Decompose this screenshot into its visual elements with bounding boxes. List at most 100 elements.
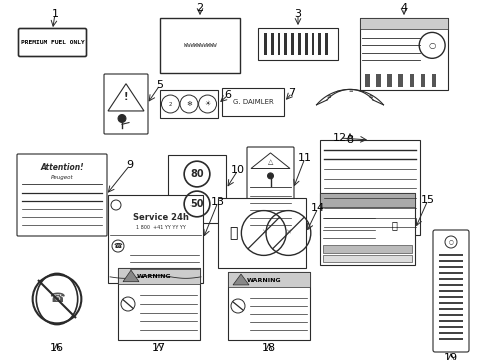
Text: △: △ [267, 159, 273, 165]
Bar [403, 74, 407, 87]
Bar [438, 323, 462, 325]
Bar [227, 272, 309, 340]
Text: ☀: ☀ [204, 101, 210, 107]
Text: G. DAIMLER: G. DAIMLER [232, 99, 273, 105]
Text: 8: 8 [346, 135, 353, 145]
FancyBboxPatch shape [19, 28, 86, 57]
Bar [319, 193, 414, 207]
Text: 17: 17 [152, 343, 166, 353]
Bar [438, 287, 462, 289]
Text: ○: ○ [427, 41, 435, 50]
Text: ☎: ☎ [113, 243, 122, 249]
Text: !: ! [123, 92, 128, 102]
Text: 10: 10 [230, 165, 244, 175]
Bar [381, 74, 386, 87]
Text: 16: 16 [50, 343, 64, 353]
Bar [328, 33, 331, 55]
Bar [386, 74, 391, 87]
Bar [438, 341, 462, 343]
Text: 1 800  +41 YY YY YY: 1 800 +41 YY YY YY [135, 225, 185, 230]
Text: ≡: ≡ [326, 93, 331, 98]
Text: 🕯: 🕯 [229, 226, 238, 240]
Bar [168, 155, 225, 223]
Text: WARNING: WARNING [137, 274, 171, 279]
Bar [307, 33, 310, 55]
Polygon shape [232, 274, 248, 285]
Text: 18: 18 [262, 343, 276, 353]
Bar [438, 320, 462, 323]
Text: 2: 2 [168, 102, 172, 107]
Text: 4: 4 [400, 3, 407, 13]
Bar [270, 33, 273, 55]
Text: ✕: ✕ [285, 230, 291, 236]
Text: 50: 50 [190, 199, 203, 209]
Bar [118, 268, 200, 340]
Text: 12: 12 [332, 133, 346, 143]
Bar [294, 33, 297, 55]
Bar [318, 33, 321, 55]
Text: ≡: ≡ [368, 93, 372, 98]
Text: 5: 5 [156, 80, 163, 90]
Bar [222, 88, 284, 116]
Bar [438, 314, 462, 316]
Bar [438, 317, 462, 319]
Bar [438, 338, 462, 341]
FancyBboxPatch shape [104, 74, 148, 134]
Bar [277, 33, 280, 55]
Bar [438, 269, 462, 271]
Text: 11: 11 [297, 153, 311, 163]
Bar [160, 90, 218, 118]
Bar [438, 260, 462, 262]
Bar [431, 74, 435, 87]
FancyBboxPatch shape [432, 230, 468, 352]
FancyBboxPatch shape [17, 154, 107, 236]
Bar [438, 305, 462, 307]
Bar [438, 326, 462, 328]
Bar [284, 33, 287, 55]
Bar [438, 308, 462, 310]
Bar [258, 28, 337, 60]
Text: PREMIUM FUEL ONLY: PREMIUM FUEL ONLY [20, 40, 84, 45]
Bar [108, 195, 203, 283]
Text: Attention!: Attention! [40, 162, 83, 171]
Bar [438, 278, 462, 280]
Bar [438, 296, 462, 298]
Text: ○: ○ [447, 239, 452, 244]
Bar [438, 332, 462, 334]
Bar [160, 18, 240, 73]
Bar [438, 281, 462, 283]
Bar [425, 74, 429, 87]
Bar [408, 74, 413, 87]
Bar [319, 193, 414, 265]
Bar [438, 266, 462, 269]
Bar [323, 255, 411, 262]
Bar [438, 257, 462, 260]
Bar [227, 272, 309, 287]
FancyBboxPatch shape [246, 147, 293, 231]
Bar [304, 33, 307, 55]
Bar [438, 329, 462, 332]
Text: ❄: ❄ [185, 101, 192, 107]
Bar [281, 33, 284, 55]
Bar [359, 18, 447, 90]
Text: WWWWWWWWWW: WWWWWWWWWW [183, 43, 216, 48]
Text: 14: 14 [310, 203, 325, 213]
Bar [291, 33, 293, 55]
Bar [438, 293, 462, 296]
Bar [287, 33, 290, 55]
Text: 2: 2 [196, 3, 203, 13]
Bar [438, 311, 462, 314]
Bar [319, 140, 419, 235]
Text: 3: 3 [294, 9, 301, 19]
Bar [414, 74, 419, 87]
Bar [398, 74, 402, 87]
Bar [325, 33, 327, 55]
Circle shape [267, 173, 273, 179]
Bar [438, 290, 462, 292]
Bar [438, 275, 462, 278]
Text: 80: 80 [190, 169, 203, 179]
Bar [438, 335, 462, 337]
Text: 15: 15 [420, 195, 434, 205]
Text: ≡: ≡ [348, 87, 352, 92]
Bar [297, 33, 300, 55]
